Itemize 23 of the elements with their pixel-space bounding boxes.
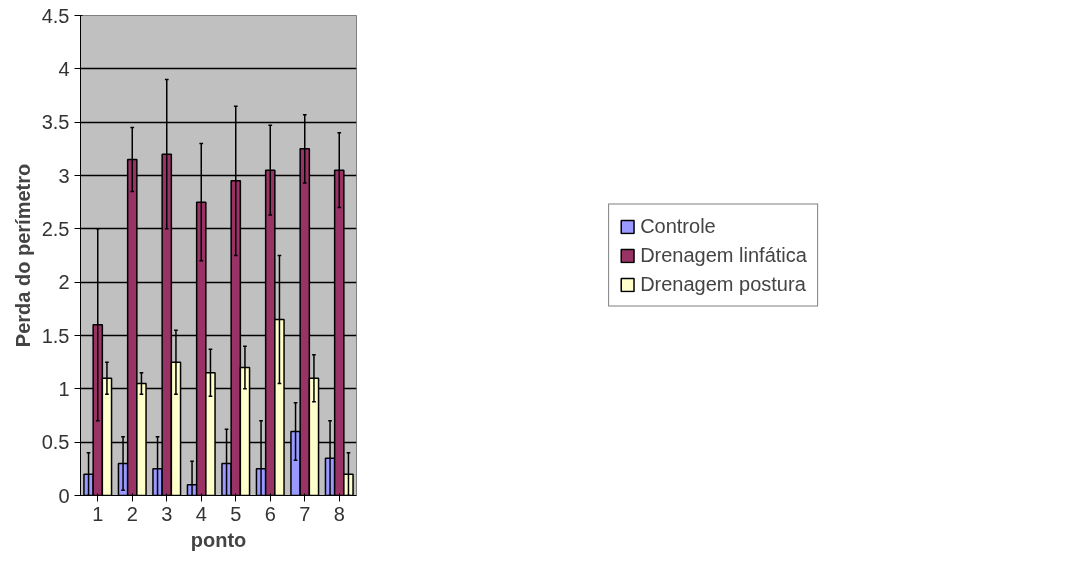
x-tick-label: 3 xyxy=(161,502,173,525)
y-tick-label: 4.5 xyxy=(41,4,70,27)
x-tick-label: 5 xyxy=(230,502,242,525)
x-tick-label: 7 xyxy=(299,502,311,525)
y-tick-label: 2.5 xyxy=(41,217,70,240)
y-tick-label: 1 xyxy=(58,377,70,400)
y-tick-label: 2 xyxy=(58,271,70,294)
y-tick-label: 0 xyxy=(58,484,70,507)
legend-label: Drenagem linfática xyxy=(640,243,807,267)
x-tick-label: 4 xyxy=(195,502,207,525)
y-tick-label: 3 xyxy=(58,164,70,187)
y-tick-label: 4 xyxy=(58,57,70,80)
y-axis-title: Perda do perímetro xyxy=(11,163,34,348)
x-tick-label: 6 xyxy=(264,502,276,525)
x-tick-label: 1 xyxy=(92,502,104,525)
x-axis-title: ponto xyxy=(190,528,247,551)
x-tick-label: 2 xyxy=(126,502,138,525)
y-tick-label: 0.5 xyxy=(41,431,70,454)
legend-label: Controle xyxy=(640,214,716,238)
y-tick-label: 1.5 xyxy=(41,324,70,347)
legend-label: Drenagem postura xyxy=(640,272,806,296)
y-tick-label: 3.5 xyxy=(41,111,70,134)
x-tick-label: 8 xyxy=(333,502,345,525)
